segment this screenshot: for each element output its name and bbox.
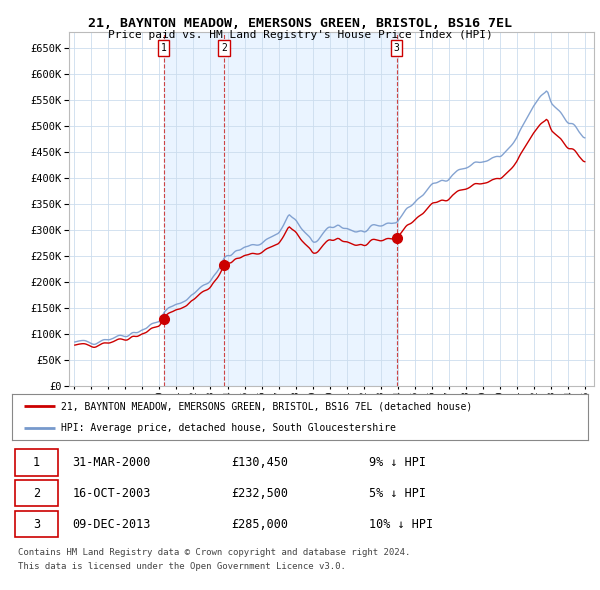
FancyBboxPatch shape — [15, 480, 58, 506]
Text: 2: 2 — [33, 487, 40, 500]
Text: Contains HM Land Registry data © Crown copyright and database right 2024.: Contains HM Land Registry data © Crown c… — [18, 548, 410, 556]
FancyBboxPatch shape — [15, 450, 58, 476]
Text: 09-DEC-2013: 09-DEC-2013 — [73, 517, 151, 530]
Text: 21, BAYNTON MEADOW, EMERSONS GREEN, BRISTOL, BS16 7EL (detached house): 21, BAYNTON MEADOW, EMERSONS GREEN, BRIS… — [61, 401, 472, 411]
Text: 21, BAYNTON MEADOW, EMERSONS GREEN, BRISTOL, BS16 7EL: 21, BAYNTON MEADOW, EMERSONS GREEN, BRIS… — [88, 17, 512, 30]
Text: 16-OCT-2003: 16-OCT-2003 — [73, 487, 151, 500]
Text: 5% ↓ HPI: 5% ↓ HPI — [369, 487, 426, 500]
Text: 10% ↓ HPI: 10% ↓ HPI — [369, 517, 433, 530]
Text: Price paid vs. HM Land Registry's House Price Index (HPI): Price paid vs. HM Land Registry's House … — [107, 30, 493, 40]
Text: 3: 3 — [33, 517, 40, 530]
Text: 2: 2 — [221, 43, 227, 53]
FancyBboxPatch shape — [15, 511, 58, 537]
Text: 3: 3 — [394, 43, 400, 53]
Text: 31-MAR-2000: 31-MAR-2000 — [73, 456, 151, 469]
Text: This data is licensed under the Open Government Licence v3.0.: This data is licensed under the Open Gov… — [18, 562, 346, 571]
Text: 9% ↓ HPI: 9% ↓ HPI — [369, 456, 426, 469]
Text: £232,500: £232,500 — [231, 487, 288, 500]
Text: 1: 1 — [161, 43, 167, 53]
Bar — [164, 32, 397, 386]
Text: 1: 1 — [33, 456, 40, 469]
Text: HPI: Average price, detached house, South Gloucestershire: HPI: Average price, detached house, Sout… — [61, 423, 396, 433]
Text: £130,450: £130,450 — [231, 456, 288, 469]
Text: £285,000: £285,000 — [231, 517, 288, 530]
